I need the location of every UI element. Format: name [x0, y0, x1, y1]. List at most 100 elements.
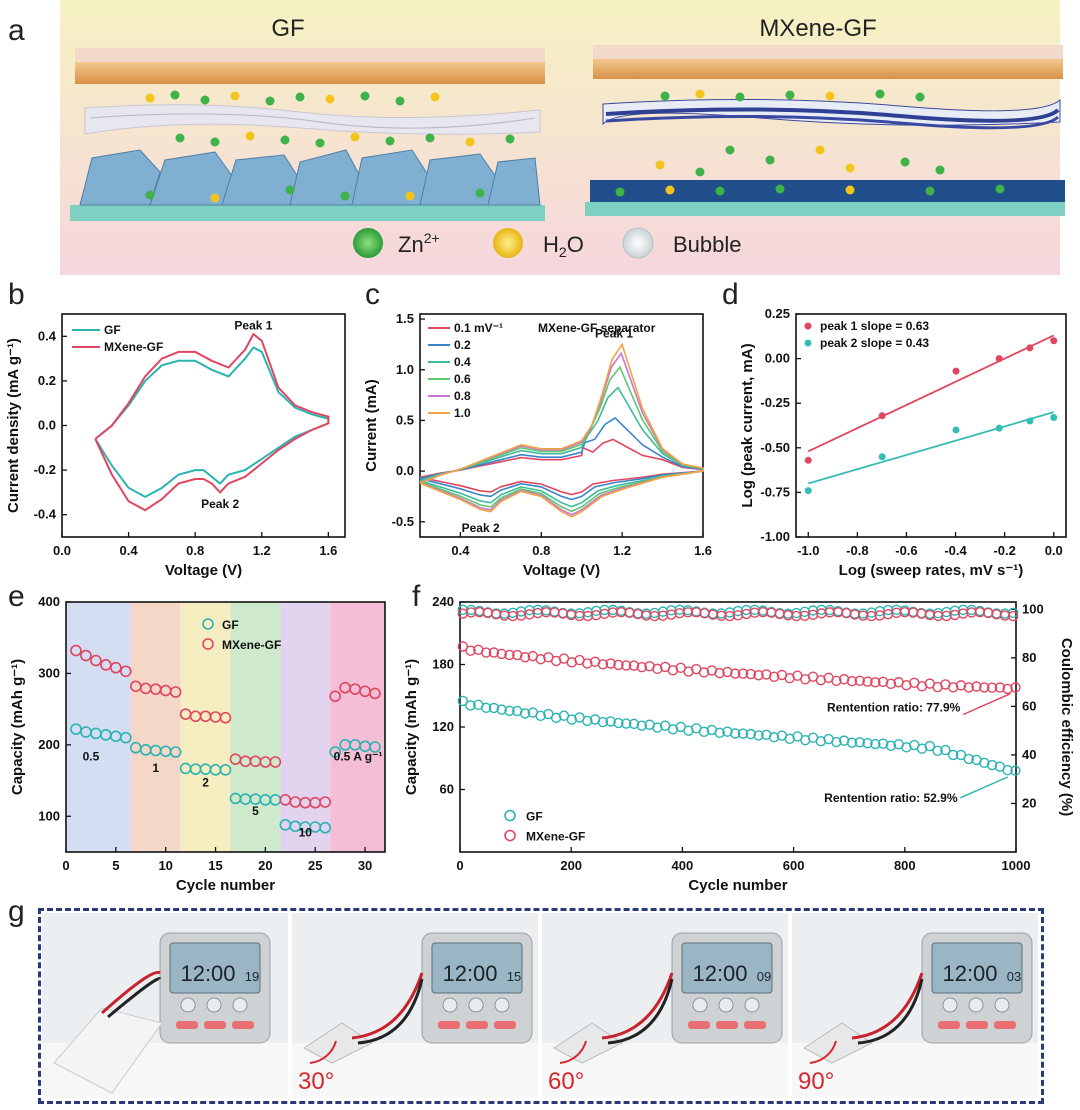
capacity-point — [854, 675, 865, 686]
water-molecule — [230, 91, 240, 101]
x-tick-label: 0.4 — [451, 543, 470, 558]
data-point — [995, 355, 1003, 363]
zn-ion — [425, 133, 435, 143]
y-tick-label: 60 — [440, 782, 454, 797]
capacity-point — [1010, 765, 1021, 776]
chart-d-log-fit: -1.0 -0.8 -0.6 -0.4 -0.2 0.0 -1.00 -0.75 -0.50 -0… — [739, 306, 1067, 579]
water-molecule — [655, 160, 665, 170]
capacity-point — [815, 736, 827, 747]
y-tick-label: -0.25 — [760, 395, 790, 410]
x-axis-label: Cycle number — [176, 877, 275, 894]
data-point — [995, 424, 1003, 432]
timer-button — [468, 997, 484, 1013]
y-tick-label: 180 — [432, 657, 454, 672]
capacity-point — [932, 745, 943, 756]
fit-line — [808, 411, 1054, 485]
rate-band — [230, 602, 281, 852]
timer-time: 12:00 — [442, 961, 497, 986]
legend-marker — [202, 618, 214, 630]
capacity-point — [457, 695, 468, 707]
x-tick-label: 800 — [894, 858, 916, 873]
zn-ion — [145, 190, 155, 200]
rate-band — [130, 602, 181, 852]
capacity-point — [745, 668, 756, 680]
x-tick-label: 400 — [672, 858, 694, 873]
zn-ion — [360, 91, 370, 101]
water-molecule — [845, 163, 855, 173]
retention-annotation: Rentention ratio: 52.9% — [824, 791, 958, 805]
y-tick-label: -0.75 — [760, 484, 790, 499]
chart-title: MXene-GF separator — [538, 321, 656, 335]
y-tick-label: -0.2 — [34, 462, 56, 477]
capacity-point — [979, 757, 990, 769]
zn-ion — [295, 92, 305, 102]
legend-marker — [504, 829, 516, 842]
water-molecule — [665, 185, 675, 195]
capacity-point — [636, 720, 648, 731]
capacity-point — [496, 648, 507, 660]
capacity-point — [535, 710, 546, 722]
x-tick-label: 0 — [62, 858, 69, 873]
capacity-point — [652, 663, 663, 675]
peak-annotation: Peak 1 — [234, 319, 272, 333]
zn-ion — [170, 90, 180, 100]
mxene-gf-cell-illustration — [585, 45, 1065, 216]
data-point — [269, 756, 282, 768]
legend-label: 0.6 — [454, 372, 471, 386]
capacity-point — [504, 649, 515, 661]
data-point — [219, 764, 232, 776]
y2-tick-label: 80 — [1022, 650, 1036, 665]
y-tick-label: 1.0 — [396, 362, 414, 377]
x-tick-label: 1.2 — [613, 543, 631, 558]
peak-annotation: Peak 2 — [462, 521, 500, 535]
black-wire — [857, 978, 924, 1045]
timer-screen — [169, 942, 261, 994]
capacity-point — [947, 749, 959, 761]
x-tick-label: 0.4 — [120, 543, 139, 558]
panel-label-a: a — [8, 14, 25, 47]
rate-label: 2 — [202, 775, 209, 789]
water-molecule — [815, 145, 825, 155]
capacity-point — [979, 682, 990, 693]
timer-button — [494, 997, 510, 1013]
retention-annotation: Rentention ratio: 77.9% — [827, 700, 961, 714]
water-label: H2O — [543, 232, 584, 260]
capacity-point — [512, 649, 523, 661]
rate-label: 0.5 — [83, 750, 100, 764]
zn-ion — [725, 145, 735, 155]
capacity-point — [737, 668, 749, 679]
panel-label-d: d — [722, 278, 739, 311]
panel-label-e: e — [8, 580, 25, 613]
capacity-point — [605, 658, 616, 669]
capacity-point — [480, 702, 492, 714]
x-tick-label: 0.0 — [1045, 543, 1063, 558]
timer-pad — [966, 1021, 988, 1029]
timer-pad — [176, 1021, 198, 1029]
legend-label: 0.2 — [454, 338, 471, 352]
y2-tick-label: 100 — [1022, 601, 1044, 616]
zn-ion — [615, 187, 625, 197]
capacity-point — [714, 667, 725, 679]
rate-band — [280, 602, 331, 852]
rate-label: 5 — [252, 804, 259, 818]
capacity-point — [885, 678, 897, 690]
plot-frame — [459, 601, 1017, 853]
capacity-point — [730, 668, 741, 679]
rate-band — [330, 602, 385, 852]
timer-pad — [688, 1021, 710, 1029]
capacity-point — [862, 738, 873, 749]
capacity-point — [722, 666, 733, 678]
y-tick-label: 0.0 — [396, 463, 414, 478]
legend-label: 1.0 — [454, 406, 471, 420]
timer-pad — [232, 1021, 254, 1029]
zn-ion — [695, 167, 705, 177]
data-point — [120, 665, 132, 678]
capacity-point — [722, 726, 733, 737]
capacity-point — [870, 738, 881, 750]
y-tick-label: 400 — [38, 594, 60, 609]
y2-tick-label: 20 — [1022, 795, 1036, 810]
capacity-point — [994, 682, 1006, 693]
zn-ion — [505, 134, 515, 144]
data-point — [369, 687, 381, 700]
capacity-point — [597, 659, 609, 670]
